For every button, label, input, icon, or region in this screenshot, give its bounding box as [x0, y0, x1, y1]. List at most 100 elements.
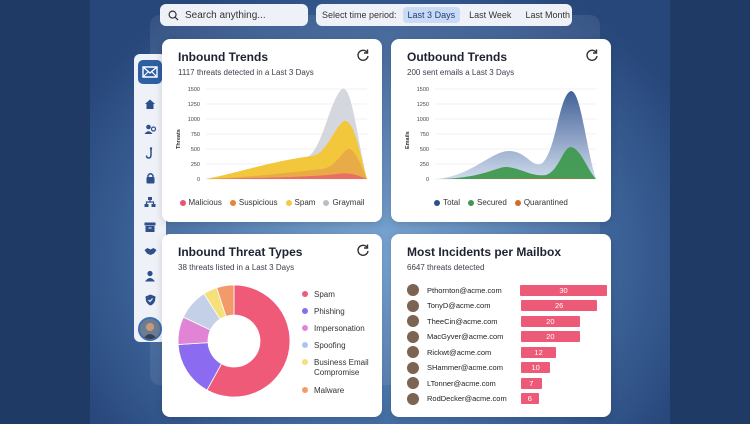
mailbox-row[interactable]: RodDecker@acme.com 6: [407, 392, 607, 406]
y-tick-500: 500: [191, 147, 200, 153]
outbound-y-axis: 1500 1250 1000 750 500 250 0: [417, 87, 429, 183]
mailbox-row[interactable]: TonyD@acme.com 26: [407, 299, 607, 313]
outbound-trends-title: Outbound Trends: [407, 50, 507, 64]
legend-graymail: Graymail: [323, 198, 364, 207]
refresh-icon[interactable]: [356, 243, 370, 257]
threat-types-donut-chart: [177, 284, 291, 398]
mailbox-email: RodDecker@acme.com: [427, 394, 507, 403]
incidents-card: Most Incidents per Mailbox 6647 threats …: [391, 234, 611, 417]
inbound-trends-title: Inbound Trends: [178, 50, 268, 64]
mailbox-email: Pthornton@acme.com: [427, 285, 502, 295]
y-tick-250: 250: [191, 162, 200, 168]
outbound-trends-card: Outbound Trends 200 sent emails a Last 3…: [391, 39, 611, 222]
inbound-trends-card: Inbound Trends 1117 threats detected in …: [162, 39, 382, 222]
search-bar[interactable]: Search anything...: [160, 4, 308, 26]
mailbox-avatar: [407, 315, 419, 327]
legend-bec: Business Email Compromise: [302, 358, 376, 378]
legend-impersonation: Impersonation: [302, 324, 376, 333]
y-tick-1500: 1500: [188, 87, 200, 93]
home-icon: [145, 99, 155, 110]
mailbox-row[interactable]: LTonner@acme.com 7: [407, 376, 607, 390]
y-tick-1250: 1250: [417, 102, 429, 108]
donut-slice-malware[interactable]: [216, 284, 235, 317]
legend-spam: Spam: [302, 290, 376, 299]
outbound-legend: Total Secured Quarantined: [391, 198, 611, 207]
outbound-trends-subtitle: 200 sent emails a Last 3 Days: [407, 68, 515, 77]
inbound-trends-subtitle: 1117 threats detected in a Last 3 Days: [178, 68, 314, 77]
refresh-icon[interactable]: [356, 48, 370, 62]
incident-bar: 30: [519, 284, 607, 296]
series-suspicious-area: [206, 148, 367, 179]
y-tick-1000: 1000: [188, 117, 200, 123]
sidebar-item-home[interactable]: [134, 92, 166, 117]
period-last-month-button[interactable]: Last Month: [525, 10, 570, 20]
inbound-trends-chart: 1500 1250 1000 750 500 250 0 Threats: [176, 87, 367, 183]
user-avatar[interactable]: [138, 316, 162, 341]
user-icon: [145, 270, 155, 282]
series-spam-area: [206, 120, 367, 179]
incident-bar: 6: [521, 393, 539, 404]
mailbox-row[interactable]: SHammer@acme.com 10: [407, 361, 607, 375]
threat-types-card: Inbound Threat Types 38 threats listed i…: [162, 234, 382, 417]
sidebar-item-archive[interactable]: [134, 215, 166, 240]
sidebar-item-network[interactable]: [134, 190, 166, 215]
legend-secured: Secured: [468, 198, 507, 207]
mailbox-email: Rickwt@acme.com: [427, 347, 492, 357]
mailbox-avatar: [407, 392, 419, 405]
users-icon: [144, 124, 156, 134]
donut-slice-spam[interactable]: [206, 284, 291, 398]
mailbox-avatar: [407, 330, 419, 343]
y-tick-1000: 1000: [417, 117, 429, 123]
mailbox-email: TheeCin@acme.com: [427, 316, 498, 326]
time-period-label: Select time period:: [322, 10, 397, 20]
time-period-selector: Select time period: Last 3 Days Last Wee…: [316, 4, 572, 26]
sidebar-item-partners[interactable]: [134, 239, 166, 264]
inbound-y-label: Threats: [176, 129, 182, 149]
incidents-subtitle: 6647 threats detected: [407, 263, 485, 272]
outbound-trends-chart: 1500 1250 1000 750 500 250 0 Emails: [405, 87, 596, 183]
archive-icon: [144, 222, 156, 232]
y-tick-0: 0: [426, 177, 429, 183]
lock-icon: [146, 172, 154, 184]
y-tick-1250: 1250: [188, 102, 200, 108]
y-tick-0: 0: [197, 177, 200, 183]
inbound-legend: Malicious Suspicious Spam Graymail: [162, 198, 382, 207]
incident-bar: 20: [521, 315, 580, 327]
y-tick-250: 250: [420, 162, 429, 168]
sidebar-item-account[interactable]: [134, 264, 166, 289]
mailbox-email: TonyD@acme.com: [427, 301, 491, 310]
y-tick-500: 500: [420, 147, 429, 153]
period-last-week-button[interactable]: Last Week: [469, 10, 512, 20]
period-last-3-days-button[interactable]: Last 3 Days: [402, 7, 461, 23]
refresh-icon[interactable]: [585, 48, 599, 62]
mailbox-row[interactable]: MacGyver@acme.com 20: [407, 330, 607, 344]
inbound-y-axis: 1500 1250 1000 750 500 250 0: [188, 87, 200, 183]
app-logo[interactable]: [138, 60, 162, 84]
mailbox-avatar: [407, 346, 419, 358]
series-malicious-area: [206, 173, 367, 179]
search-placeholder: Search anything...: [185, 9, 266, 21]
shield-icon: [145, 294, 155, 306]
avatar-image: [140, 318, 160, 339]
mailbox-row[interactable]: Pthornton@acme.com 30: [407, 283, 607, 297]
incident-bar: 7: [521, 377, 542, 389]
mailbox-avatar: [407, 377, 419, 389]
search-icon: [168, 10, 179, 21]
mailbox-avatar: [407, 284, 419, 296]
legend-quarantined: Quarantined: [514, 198, 568, 207]
sidebar: [134, 54, 166, 342]
threat-types-subtitle: 38 threats listed in a Last 3 Days: [178, 263, 295, 272]
legend-spoofing: Spoofing: [302, 341, 376, 350]
sidebar-item-security[interactable]: [134, 166, 166, 191]
sidebar-item-protection[interactable]: [134, 288, 166, 313]
threat-types-legend: Spam Phishing Impersonation Spoofing Bus…: [302, 290, 376, 403]
mailbox-row[interactable]: Rickwt@acme.com 12: [407, 345, 607, 359]
sidebar-item-phishing[interactable]: [134, 141, 166, 166]
legend-spam: Spam: [285, 198, 315, 207]
legend-phishing: Phishing: [302, 307, 376, 316]
y-tick-1500: 1500: [417, 87, 429, 93]
incident-bar: 10: [521, 362, 551, 373]
sidebar-item-users[interactable]: [134, 117, 166, 142]
legend-malware: Malware: [302, 386, 376, 395]
mailbox-row[interactable]: TheeCin@acme.com 20: [407, 314, 607, 328]
